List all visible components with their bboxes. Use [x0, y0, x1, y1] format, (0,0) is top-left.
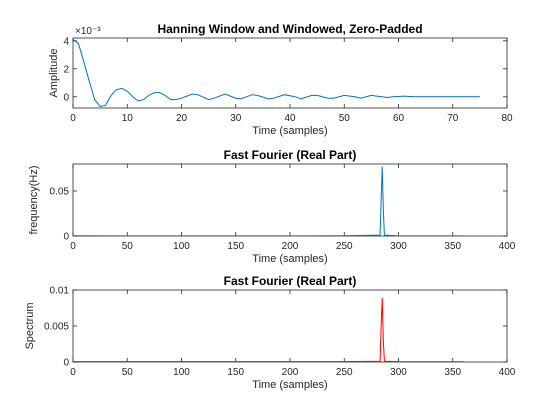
y-tick-label: 2: [63, 64, 69, 75]
y-tick-label: 0.01: [50, 286, 70, 297]
x-tick-label: 0: [70, 367, 76, 378]
x-tick-label: 200: [282, 241, 299, 252]
series-line: [73, 297, 464, 362]
y-tick-label: 0: [63, 92, 69, 103]
axes-box: [72, 289, 508, 363]
y-axis-label: frequency(Hz): [28, 165, 40, 234]
x-tick-label: 0: [70, 241, 76, 252]
y-tick-label: 0.005: [44, 322, 69, 333]
x-tick-label: 30: [230, 113, 242, 124]
axes-box: [72, 37, 508, 109]
chart-title: Fast Fourier (Real Part): [224, 148, 357, 162]
series-line: [73, 39, 480, 108]
x-tick-label: 50: [339, 113, 351, 124]
x-tick-label: 350: [444, 367, 461, 378]
chart-1: 0 10 20 30 40 50 60 70 80 0 2 4 Hanning Window and W…: [48, 22, 513, 137]
x-tick-label: 300: [390, 367, 407, 378]
x-tick-label: 70: [447, 113, 459, 124]
x-tick-label: 100: [173, 241, 190, 252]
x-tick-label: 50: [122, 367, 134, 378]
x-axis-label: Time (samples): [252, 379, 327, 391]
x-tick-label: 20: [176, 113, 188, 124]
y-tick-label: 0: [63, 232, 69, 243]
chart-title: Fast Fourier (Real Part): [224, 274, 357, 288]
axes-box: [72, 163, 508, 237]
series-line: [73, 166, 464, 236]
y-exponent-label: ×10⁻³: [75, 26, 101, 37]
y-axis-label: Amplitude: [48, 49, 60, 98]
x-tick-label: 250: [336, 241, 353, 252]
y-axis-label: Spectrum: [24, 302, 36, 349]
x-tick-label: 250: [336, 367, 353, 378]
x-tick-label: 400: [499, 367, 516, 378]
x-axis-label: Time (samples): [252, 125, 327, 137]
x-axis-label: Time (samples): [252, 253, 327, 265]
x-tick-label: 150: [227, 367, 244, 378]
y-tick-label: 4: [63, 36, 69, 47]
chart-title: Hanning Window and Windowed, Zero-Padded: [157, 22, 422, 36]
chart-3: 0 50 100 150 200 250 300 350 400 0 0.005 0.01 Fast F…: [24, 274, 516, 391]
x-tick-label: 100: [173, 367, 190, 378]
chart-2: 0 50 100 150 200 250 300 350 400 0 0.05 Fast Fourie…: [28, 148, 516, 265]
x-tick-label: 0: [70, 113, 76, 124]
x-tick-label: 60: [393, 113, 405, 124]
y-tick-label: 0.05: [50, 187, 70, 198]
x-tick-label: 400: [499, 241, 516, 252]
x-tick-label: 150: [227, 241, 244, 252]
x-tick-label: 40: [284, 113, 296, 124]
y-tick-label: 0: [63, 358, 69, 369]
x-tick-label: 80: [501, 113, 513, 124]
x-tick-label: 350: [444, 241, 461, 252]
x-tick-label: 10: [122, 113, 134, 124]
x-tick-label: 200: [282, 367, 299, 378]
x-tick-label: 50: [122, 241, 134, 252]
x-tick-label: 300: [390, 241, 407, 252]
